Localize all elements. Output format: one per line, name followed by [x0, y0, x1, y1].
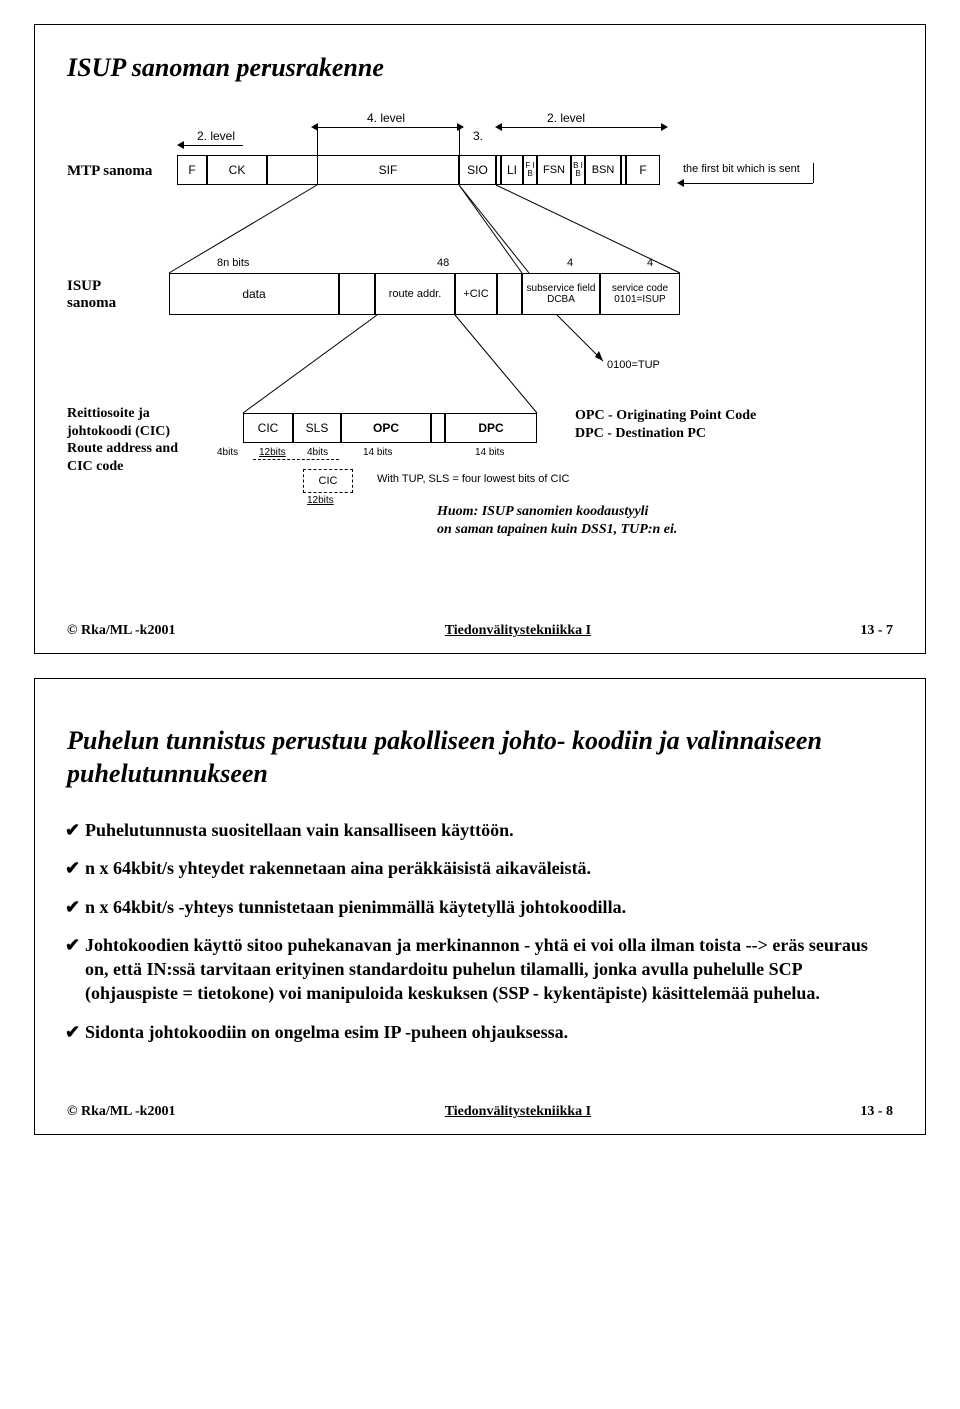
bullet-3: n x 64kbit/s -yhteys tunnistetaan pienim… — [85, 895, 893, 919]
route-dpc: DPC — [445, 413, 537, 443]
sub-cic: CIC — [303, 469, 353, 493]
isup-data: data — [169, 273, 339, 315]
mtp-cell-F1: F — [177, 155, 207, 185]
mtp-cell-SIF: SIF — [317, 155, 459, 185]
firstbit-line-v — [813, 163, 814, 183]
slide1-footer: © Rka/ML -k2001 Tiedonvälitystekniikka I… — [67, 623, 893, 639]
isup-data-ext — [339, 273, 375, 315]
isup-sub: subservice field DCBA — [522, 273, 600, 315]
bullet-2: n x 64kbit/s yhteydet rakennetaan aina p… — [85, 856, 893, 880]
guide-sif-r — [459, 127, 460, 155]
arrow-l2b-hl — [495, 123, 502, 131]
tup-note: 0100=TUP — [607, 359, 660, 371]
mtp-label: MTP sanoma — [67, 163, 152, 180]
slide2-footer: © Rka/ML -k2001 Tiedonvälitystekniikka I… — [67, 1104, 893, 1120]
firstbit-line-h — [683, 183, 813, 184]
mtp-cell-LI: LI — [501, 155, 523, 185]
mtp-spacer — [267, 155, 317, 185]
isup-svc: service code 0101=ISUP — [600, 273, 680, 315]
isup-bits-8n: 8n bits — [217, 257, 249, 269]
route-bits-4: 4bits — [217, 447, 238, 458]
mtp-cell-F2: F — [626, 155, 660, 185]
opc-note: OPC - Originating Point Code DPC - Desti… — [575, 407, 756, 443]
guide-sif-l — [317, 127, 318, 155]
route-sls: SLS — [293, 413, 341, 443]
route-bits-12: 12bits — [259, 447, 286, 458]
arrow-l2b — [501, 127, 661, 128]
level-4: 4. level — [367, 111, 405, 125]
footer2-right: 13 - 8 — [860, 1104, 893, 1120]
footer2-left: © Rka/ML -k2001 — [67, 1104, 175, 1120]
arrow-l4 — [317, 127, 457, 128]
dashed-line — [253, 459, 339, 460]
route-left-text: Reittiosoite ja johtokoodi (CIC) Route a… — [67, 405, 178, 475]
arrow-l2b-hr — [661, 123, 668, 131]
mtp-cell-FSN: FSN — [537, 155, 571, 185]
arrow-l2a — [183, 145, 243, 146]
bullet-5: Sidonta johtokoodiin on ongelma esim IP … — [85, 1020, 893, 1044]
isup-bits-4b: 4 — [647, 257, 653, 269]
bullet-1: Puhelutunnusta suositellaan vain kansall… — [85, 818, 893, 842]
mtp-cell-FIB: F I B — [523, 155, 537, 185]
isup-bits-4a: 4 — [567, 257, 573, 269]
mtp-cell-BSN: BSN — [585, 155, 621, 185]
slide1-title: ISUP sanoman perusrakenne — [67, 53, 893, 83]
route-bits-14a: 14 bits — [363, 447, 392, 458]
isup-route: route addr. — [375, 273, 455, 315]
mtp-cell-SIO: SIO — [459, 155, 496, 185]
route-opc: OPC — [341, 413, 431, 443]
footer-mid: Tiedonvälitystekniikka I — [445, 623, 591, 639]
route-cic: CIC — [243, 413, 293, 443]
footer2-mid: Tiedonvälitystekniikka I — [445, 1104, 591, 1120]
level-2a: 2. level — [197, 129, 235, 143]
with-tup: With TUP, SLS = four lowest bits of CIC — [377, 473, 569, 485]
firstbit-head — [677, 179, 684, 187]
isup-bits-48: 48 — [437, 257, 449, 269]
level-2b: 2. level — [547, 111, 585, 125]
isup-label: ISUP sanoma — [67, 278, 116, 312]
huom-note: Huom: ISUP sanomien koodaustyyli on sama… — [437, 503, 677, 539]
level-3: 3. — [473, 129, 483, 143]
footer-right: 13 - 7 — [860, 623, 893, 639]
sub-cic-bits: 12bits — [307, 495, 334, 506]
bullet-4: Johtokoodien käyttö sitoo puhekanavan ja… — [85, 933, 893, 1006]
slide2-title: Puhelun tunnistus perustuu pakolliseen j… — [67, 725, 893, 790]
isup-cic: +CIC — [455, 273, 497, 315]
slide2-bullets: Puhelutunnusta suositellaan vain kansall… — [67, 818, 893, 1044]
route-bits-14b: 14 bits — [475, 447, 504, 458]
first-bit-note: the first bit which is sent — [683, 163, 800, 175]
slide1-diagram: 2. level 4. level 3. 2. level MTP sanoma… — [67, 123, 893, 583]
isup-gap — [497, 273, 522, 315]
route-spacer — [431, 413, 445, 443]
mtp-cell-BIB: B I B — [571, 155, 585, 185]
route-bits-4b: 4bits — [307, 447, 328, 458]
slide-2: Puhelun tunnistus perustuu pakolliseen j… — [34, 678, 926, 1135]
mtp-cell-CK: CK — [207, 155, 267, 185]
slide-1: ISUP sanoman perusrakenne 2. level 4. le… — [34, 24, 926, 654]
arrow-l2a-head — [177, 141, 184, 149]
footer-left: © Rka/ML -k2001 — [67, 623, 175, 639]
